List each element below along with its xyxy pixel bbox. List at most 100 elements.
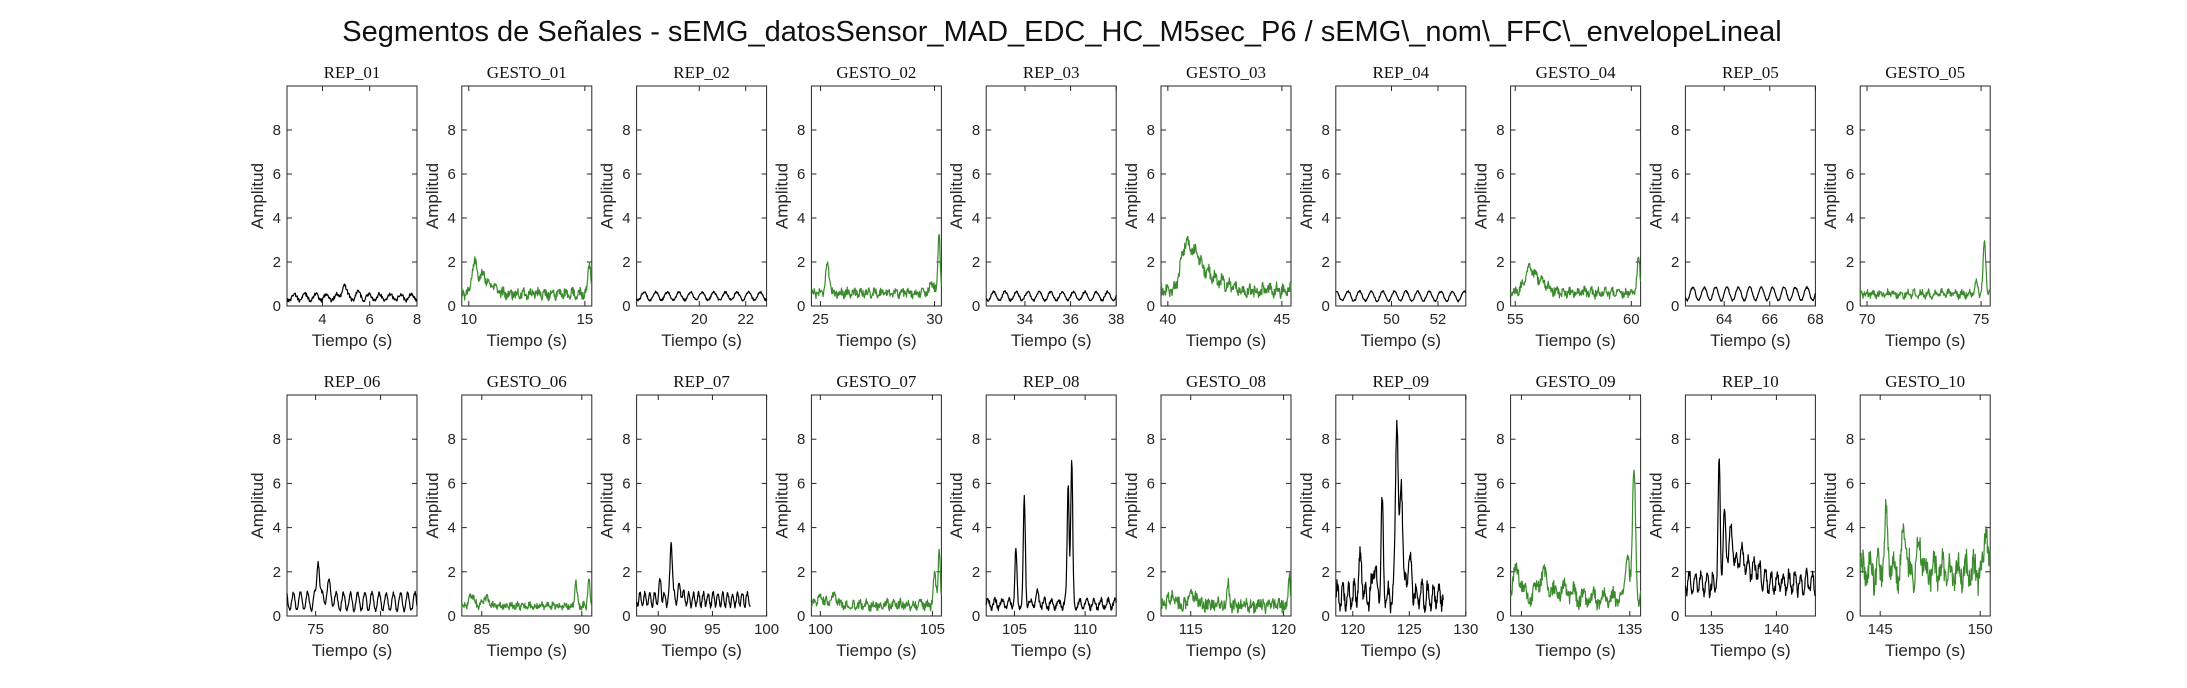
x-axis-label: Tiempo (s)	[486, 331, 567, 350]
x-axis-label: Tiempo (s)	[312, 331, 393, 350]
y-tick-label: 6	[1147, 475, 1155, 492]
y-axis-label: Amplitud	[772, 472, 791, 538]
y-tick-label: 8	[797, 431, 805, 448]
subplot: GESTO_04 0 2 4 6 8 55 60 Tiempo (s) Amplitud	[1472, 63, 1642, 350]
subplot-title: GESTO_04	[1536, 63, 1616, 82]
y-tick-label: 8	[1671, 431, 1679, 448]
y-tick-label: 8	[1321, 122, 1329, 139]
y-tick-label: 2	[1671, 564, 1679, 581]
y-tick-label: 0	[273, 608, 281, 625]
axes-box	[1160, 394, 1292, 617]
x-axis-label: Tiempo (s)	[1885, 331, 1966, 350]
axes-box	[1160, 85, 1292, 307]
axes-box	[461, 394, 593, 617]
y-tick-label: 0	[447, 298, 455, 315]
subplot-title: GESTO_03	[1186, 63, 1266, 82]
x-tick-label: 95	[704, 621, 721, 638]
y-tick-label: 4	[797, 210, 805, 227]
y-tick-label: 0	[1147, 298, 1155, 315]
y-tick-label: 4	[1846, 210, 1854, 227]
y-tick-label: 2	[1321, 254, 1329, 271]
x-axis-label: Tiempo (s)	[1885, 641, 1966, 660]
y-tick-label: 8	[447, 122, 455, 139]
signal-line	[636, 541, 751, 609]
y-tick-label: 6	[1671, 475, 1679, 492]
axes-box	[1684, 85, 1816, 307]
y-tick-label: 4	[1321, 210, 1329, 227]
signal-line	[1160, 572, 1292, 615]
x-tick-label: 115	[1179, 621, 1203, 638]
y-tick-label: 2	[972, 564, 980, 581]
y-tick-label: 2	[1496, 254, 1504, 271]
x-tick-label: 75	[307, 621, 324, 638]
subplot: REP_04 0 2 4 6 8 50 52 Tiempo (s) Amplitud	[1297, 63, 1467, 350]
x-tick-label: 52	[1430, 311, 1447, 328]
subplot-title: REP_05	[1722, 63, 1779, 82]
y-tick-label: 6	[1846, 166, 1854, 183]
x-tick-label: 125	[1397, 621, 1422, 638]
subplot: REP_07 0 2 4 6 8 90 95 100 Tiempo (s) Amplitud	[598, 372, 780, 660]
x-tick-label: 140	[1764, 621, 1789, 638]
x-axis-label: Tiempo (s)	[312, 641, 393, 660]
x-tick-label: 40	[1159, 311, 1176, 328]
y-tick-label: 2	[273, 254, 281, 271]
y-tick-label: 4	[1321, 520, 1329, 537]
y-tick-label: 8	[1496, 431, 1504, 448]
signal-line	[461, 256, 593, 302]
axes-box	[286, 394, 418, 617]
x-tick-label: 80	[372, 621, 389, 638]
y-tick-label: 4	[797, 520, 805, 537]
x-tick-label: 66	[1761, 311, 1778, 328]
subplot-title: GESTO_08	[1186, 372, 1266, 391]
y-tick-label: 0	[273, 298, 281, 315]
y-tick-label: 4	[273, 210, 281, 227]
x-axis-label: Tiempo (s)	[1535, 331, 1616, 350]
y-axis-label: Amplitud	[772, 163, 791, 229]
subplot-title: REP_10	[1722, 372, 1779, 391]
x-tick-label: 38	[1108, 311, 1125, 328]
y-tick-label: 2	[1496, 564, 1504, 581]
axes-box	[286, 85, 418, 307]
y-axis-label: Amplitud	[1821, 472, 1840, 538]
axes-box	[1335, 394, 1467, 617]
subplot-title: GESTO_09	[1536, 372, 1616, 391]
x-axis-label: Tiempo (s)	[661, 331, 742, 350]
axes-box	[1335, 85, 1467, 307]
figure-title: Segmentos de Señales - sEMG_datosSensor_…	[342, 16, 1781, 48]
x-tick-label: 130	[1509, 621, 1534, 638]
y-tick-label: 4	[622, 210, 630, 227]
signal-line	[1859, 240, 1991, 300]
y-axis-label: Amplitud	[1122, 472, 1141, 538]
subplot: REP_10 0 2 4 6 8 135 140 Tiempo (s) Amplitud	[1646, 372, 1816, 660]
subplot-title: GESTO_02	[836, 63, 916, 82]
y-tick-label: 4	[972, 520, 980, 537]
x-tick-label: 135	[1699, 621, 1724, 638]
y-tick-label: 0	[1321, 298, 1329, 315]
y-tick-label: 6	[797, 166, 805, 183]
axes-box	[985, 394, 1117, 617]
y-tick-label: 0	[1846, 298, 1854, 315]
signal-line	[810, 548, 942, 612]
x-tick-label: 60	[1623, 311, 1640, 328]
x-tick-label: 120	[1271, 621, 1296, 638]
signal-line	[286, 283, 418, 303]
y-axis-label: Amplitud	[423, 472, 442, 538]
y-tick-label: 8	[1671, 122, 1679, 139]
y-tick-label: 4	[273, 520, 281, 537]
signal-line	[1684, 285, 1816, 302]
y-axis-label: Amplitud	[947, 163, 966, 229]
signal-line	[1510, 256, 1642, 300]
x-tick-label: 45	[1274, 311, 1291, 328]
subplot-title: REP_01	[324, 63, 381, 82]
x-tick-label: 4	[318, 311, 326, 328]
y-tick-label: 0	[1846, 608, 1854, 625]
x-tick-label: 100	[754, 621, 779, 638]
y-tick-label: 8	[1496, 122, 1504, 139]
signal-line	[461, 578, 593, 612]
x-tick-label: 10	[460, 311, 477, 328]
axes-box	[636, 394, 768, 617]
axes-box	[461, 85, 593, 307]
axes-box	[1859, 85, 1991, 307]
